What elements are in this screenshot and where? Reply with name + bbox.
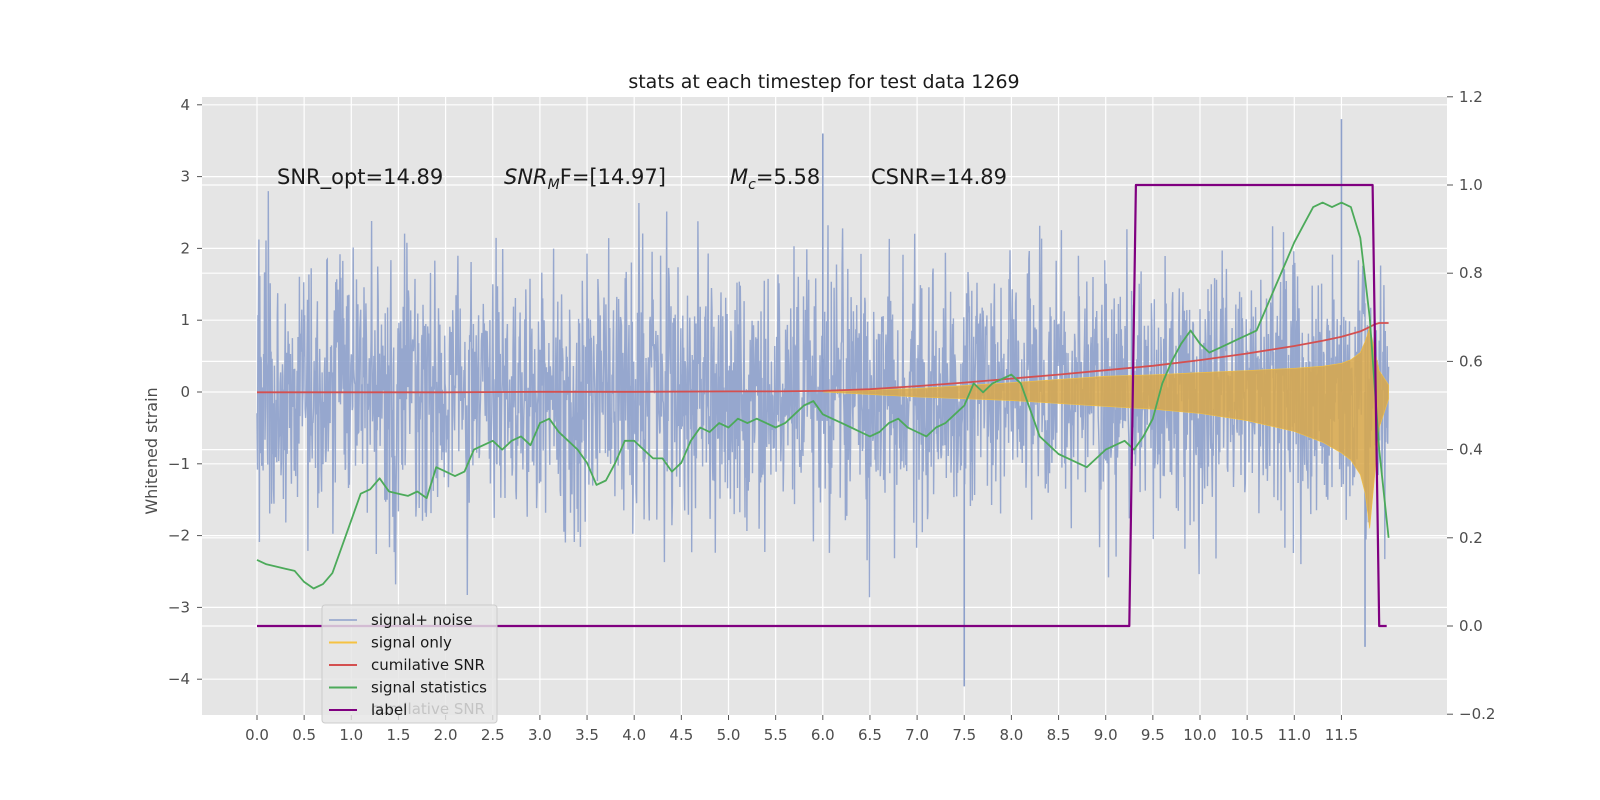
mc-sub: c <box>748 177 756 193</box>
snr-mf-rest: F=[14.97] <box>560 165 666 189</box>
y2-tick-label: 0.8 <box>1459 264 1483 282</box>
x-tick-label: 4.0 <box>622 726 646 744</box>
x-tick-label: 6.5 <box>858 726 882 744</box>
label-line <box>257 183 1387 628</box>
x-tick-label: 7.5 <box>952 726 976 744</box>
x-tick-label: 1.5 <box>387 726 411 744</box>
y2-tick-label: 1.0 <box>1459 176 1483 194</box>
annotations: SNR_opt=14.89 SNRMF=[14.97] Mc=5.58 CSNR… <box>277 165 1007 193</box>
snr-mf-main: SNR <box>504 165 548 189</box>
x-tick-label: 5.5 <box>764 726 788 744</box>
x-tick-label: 2.0 <box>434 726 458 744</box>
x-tick-label: 8.0 <box>999 726 1023 744</box>
legend-entry-label: label <box>371 701 407 719</box>
y-tick-label: 1 <box>180 311 190 329</box>
signal-statistics-line <box>256 201 1390 590</box>
x-tick-label: 10.0 <box>1183 726 1216 744</box>
chart-title: stats at each timestep for test data 126… <box>628 71 1019 93</box>
x-tick-label: 7.0 <box>905 726 929 744</box>
x-tick-label: 1.0 <box>339 726 363 744</box>
axes: 0.0 0.5 1.0 1.5 2.0 2.5 3.0 3.5 4.0 4.5 5.0 5.5 6.0 6… <box>168 88 1496 744</box>
x-tick-label: 9.5 <box>1141 726 1165 744</box>
annotation-mc: Mc=5.58 <box>730 165 820 193</box>
x-tick-label: 5.0 <box>717 726 741 744</box>
legend-entry-label: signal+ noise <box>371 611 473 629</box>
legend-entry-label: signal statistics <box>371 679 487 697</box>
x-tick-label: 8.5 <box>1047 726 1071 744</box>
legend-entry-label: cumilative SNR <box>371 656 485 674</box>
x-tick-label: 10.5 <box>1230 726 1263 744</box>
annotation-snr-opt: SNR_opt=14.89 <box>277 165 443 190</box>
x-tick-label: 3.5 <box>575 726 599 744</box>
legend-box <box>321 604 498 724</box>
y-tick-label: 4 <box>180 96 190 114</box>
y-tick-label: −2 <box>168 527 190 545</box>
snr-mf-sub: M <box>548 177 560 193</box>
y2-tick-label: −0.2 <box>1459 705 1495 723</box>
x-tick-label: 3.0 <box>528 726 552 744</box>
x-tick-label: 2.5 <box>481 726 505 744</box>
y2-tick-label: 0.0 <box>1459 617 1483 635</box>
mc-rest: =5.58 <box>756 165 820 189</box>
annotation-csnr: CSNR=14.89 <box>871 165 1007 189</box>
y2-tick-label: 0.4 <box>1459 441 1483 459</box>
x-tick-label: 4.5 <box>669 726 693 744</box>
legend-entries: signal+ noise signal only cumilative SNR si… <box>329 611 487 719</box>
y2-tick-label: 1.2 <box>1459 88 1483 106</box>
annotation-snr-mf: SNRMF=[14.97] <box>504 165 666 193</box>
legend-entry-label: signal only <box>371 634 452 652</box>
y-tick-label: −4 <box>168 670 190 688</box>
legend-ghost-text: cumilative SNR <box>371 700 485 718</box>
x-tick-label: 0.0 <box>245 726 269 744</box>
y-axis-label: Whitened strain <box>142 387 161 514</box>
line-series <box>256 183 1390 628</box>
y2-tick-label: 0.6 <box>1459 352 1483 370</box>
x-tick-label: 0.5 <box>292 726 316 744</box>
y-tick-label: −1 <box>168 455 190 473</box>
x-tick-label: 11.0 <box>1278 726 1311 744</box>
y-tick-label: 0 <box>180 383 190 401</box>
signal-noise-series <box>256 119 1390 687</box>
mc-main: M <box>730 165 748 189</box>
y2-tick-label: 0.2 <box>1459 529 1483 547</box>
legend: cumilative SNR signal+ noise signal only c… <box>321 604 498 724</box>
signal-only-envelope <box>822 326 1389 529</box>
cumulative-snr-line <box>257 322 1389 394</box>
x-tick-label: 9.0 <box>1094 726 1118 744</box>
y-tick-label: 2 <box>180 239 190 257</box>
y-tick-label: 3 <box>180 168 190 186</box>
x-tick-label: 6.0 <box>811 726 835 744</box>
y-tick-label: −3 <box>168 598 190 616</box>
signal-only-series <box>822 326 1389 529</box>
x-tick-label: 11.5 <box>1325 726 1358 744</box>
